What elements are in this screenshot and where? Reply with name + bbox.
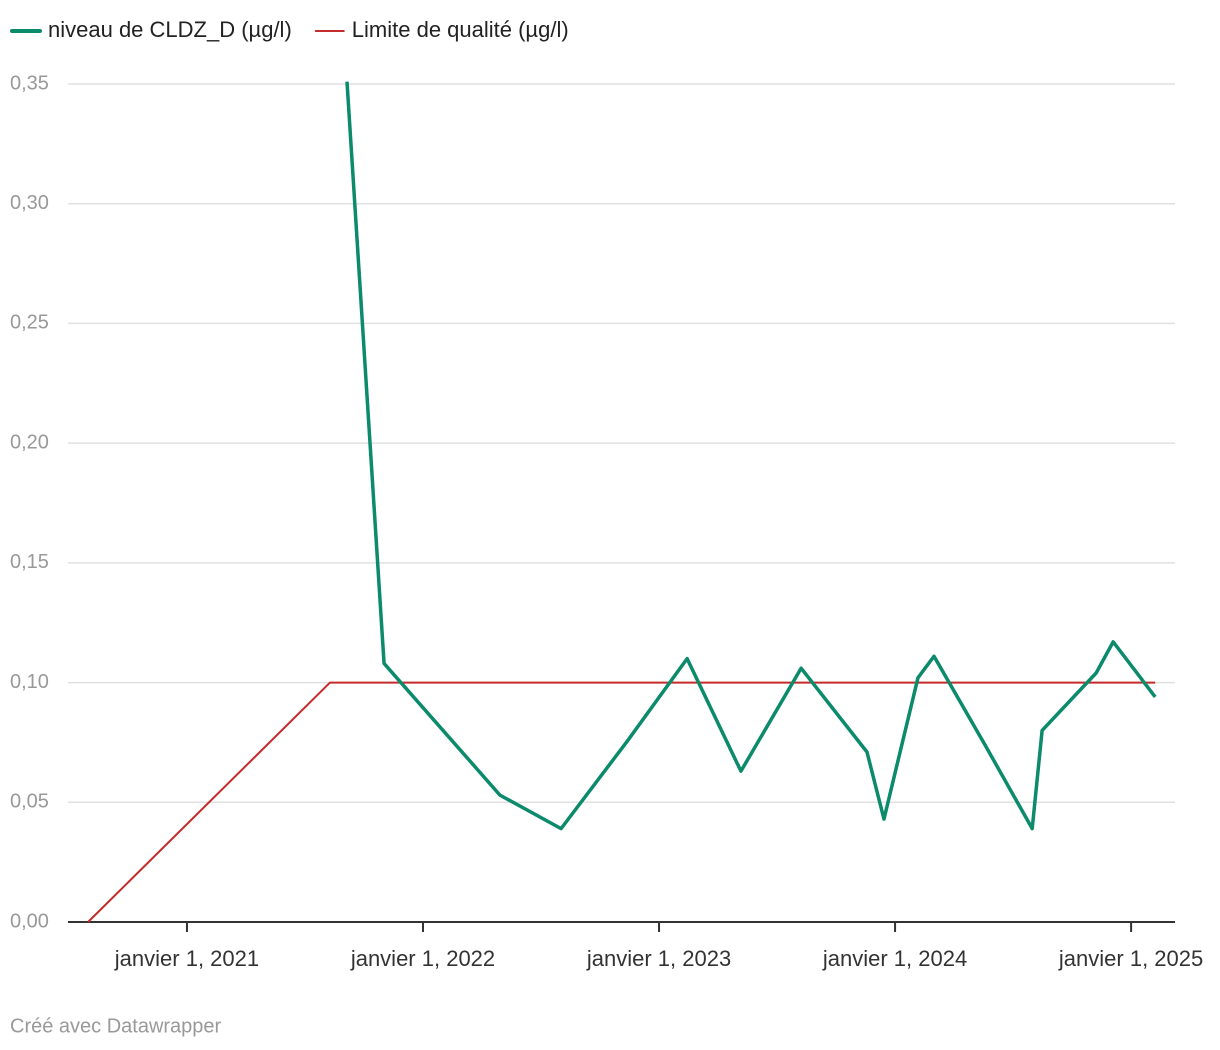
credit: Créé avec Datawrapper — [10, 1015, 222, 1037]
legend-label: Limite de qualité (µg/l) — [352, 17, 569, 42]
y-tick-label: 0,00 — [10, 910, 49, 932]
y-tick-label: 0,15 — [10, 551, 49, 573]
x-tick-label: janvier 1, 2023 — [586, 946, 731, 971]
x-tick-label: janvier 1, 2025 — [1058, 946, 1203, 971]
y-tick-label: 0,35 — [10, 72, 49, 94]
y-tick-label: 0,10 — [10, 671, 49, 693]
x-tick-label: janvier 1, 2021 — [114, 946, 259, 971]
y-tick-label: 0,25 — [10, 312, 49, 334]
x-tick-label: janvier 1, 2022 — [350, 946, 495, 971]
y-tick-label: 0,05 — [10, 791, 49, 813]
x-tick-label: janvier 1, 2024 — [822, 946, 967, 971]
series-line — [345, 81, 1157, 831]
y-tick-label: 0,20 — [10, 431, 49, 453]
legend-label: niveau de CLDZ_D (µg/l) — [48, 17, 292, 42]
y-tick-label: 0,30 — [10, 192, 49, 214]
series-line — [87, 681, 1156, 923]
